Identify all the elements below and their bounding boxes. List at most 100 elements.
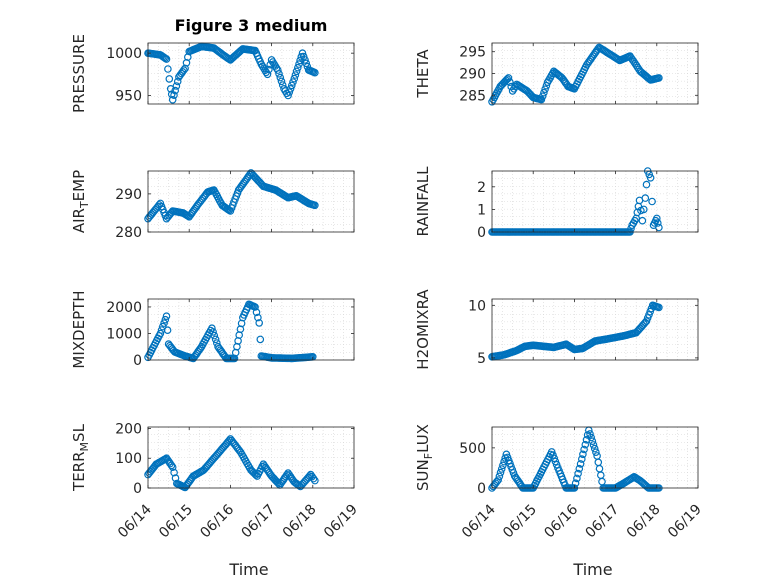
data-point <box>580 445 588 454</box>
data-point <box>164 65 172 73</box>
grid <box>492 43 698 104</box>
data-point <box>163 326 172 335</box>
grid <box>492 171 698 232</box>
data-point <box>586 430 594 438</box>
data-point <box>156 329 165 338</box>
data-point <box>311 68 319 77</box>
data-point <box>303 62 312 71</box>
data-point <box>506 78 514 87</box>
data-point <box>256 335 265 344</box>
data-point <box>284 91 292 100</box>
data-point <box>631 59 640 68</box>
data-point <box>629 473 637 482</box>
y-tick-label: 295 <box>459 45 486 61</box>
data-point <box>276 73 285 82</box>
data-point <box>292 67 301 76</box>
data-point <box>496 468 505 477</box>
data-point <box>298 49 307 58</box>
data-point <box>590 444 599 453</box>
data-point <box>641 194 650 202</box>
series-markers <box>488 43 663 106</box>
data-point <box>574 469 582 478</box>
data-point <box>497 465 506 473</box>
data-point <box>161 54 170 63</box>
y-axis-label: H2OMIXRA <box>414 289 432 370</box>
y-tick-label: 0 <box>133 353 142 369</box>
data-point <box>252 308 261 317</box>
axes-box <box>491 298 699 361</box>
y-tick-label: 0 <box>133 481 142 497</box>
data-point <box>576 460 585 468</box>
x-tick-label: 06/16 <box>541 501 581 541</box>
y-axis-label: THETA <box>414 49 432 99</box>
data-point <box>263 70 272 79</box>
data-point <box>287 81 296 90</box>
data-point <box>579 450 587 459</box>
data-point <box>278 81 287 89</box>
data-point <box>653 219 662 227</box>
x-tick-label: 06/16 <box>197 501 237 541</box>
y-axis-label: SUNFLUX <box>414 424 435 491</box>
data-point <box>161 315 170 324</box>
data-point <box>167 461 176 470</box>
x-tick-label: 06/17 <box>583 502 623 542</box>
y-tick-label: 5 <box>477 351 486 367</box>
data-point <box>573 474 581 483</box>
data-point <box>592 448 600 457</box>
data-point <box>655 223 663 232</box>
data-point <box>283 470 291 479</box>
data-point <box>255 319 264 327</box>
y-tick-label: 280 <box>115 225 142 241</box>
subplot-rainfall: 0 1 2 RAINFALL <box>414 166 699 241</box>
data-point <box>502 76 510 85</box>
data-point <box>577 455 586 463</box>
y-tick-label: 285 <box>459 88 486 104</box>
data-point <box>160 319 168 327</box>
axes-box <box>147 170 355 233</box>
y-tick-label: 2 <box>477 180 486 196</box>
x-tick-label: 06/18 <box>280 502 320 542</box>
data-point <box>265 65 273 74</box>
data-point <box>165 75 174 83</box>
data-point <box>587 433 596 442</box>
y-tick-label: 2000 <box>106 300 142 316</box>
data-point <box>311 476 319 485</box>
axes-box <box>147 298 355 361</box>
x-tick-label: 06/19 <box>321 502 361 542</box>
data-point <box>655 74 663 82</box>
series-markers <box>144 169 319 223</box>
data-point <box>639 205 648 214</box>
y-tick-label: 1000 <box>106 326 142 342</box>
subplot-pressure: 950 1000 PRESSURE Figure 3 medium <box>70 16 355 113</box>
data-point <box>540 88 548 97</box>
axes-box <box>147 426 355 489</box>
data-point <box>589 441 598 449</box>
x-tick-label: 06/15 <box>156 502 196 542</box>
grid <box>492 299 698 360</box>
data-point <box>495 472 504 481</box>
subplot-h2omixra: 5 10 H2OMIXRA <box>414 289 699 370</box>
data-point <box>285 88 294 96</box>
data-point <box>172 82 181 90</box>
axes-box <box>491 426 699 489</box>
y-tick-label: 1000 <box>106 46 142 62</box>
data-point <box>652 214 661 223</box>
y-tick-label: 1 <box>477 202 486 218</box>
data-point <box>494 476 503 484</box>
chart-title: Figure 3 medium <box>175 16 328 35</box>
data-point <box>162 312 171 321</box>
data-point <box>171 86 180 95</box>
series-markers <box>488 301 663 361</box>
data-point <box>209 328 217 336</box>
x-tick-label: 06/17 <box>239 502 279 542</box>
data-point <box>537 95 546 104</box>
y-tick-label: 950 <box>115 89 142 105</box>
y-axis-label: RAINFALL <box>414 166 432 237</box>
x-tick-label: 06/15 <box>500 502 540 542</box>
x-tick-label: 06/18 <box>624 502 664 542</box>
data-point <box>180 66 188 74</box>
data-point <box>638 216 647 225</box>
y-tick-label: 100 <box>115 451 142 467</box>
subplot-sun-flux: 0 500 06/14 06/15 06/16 06/17 06/18 06/19 SUNFLU… <box>414 424 705 579</box>
grid <box>148 171 354 232</box>
